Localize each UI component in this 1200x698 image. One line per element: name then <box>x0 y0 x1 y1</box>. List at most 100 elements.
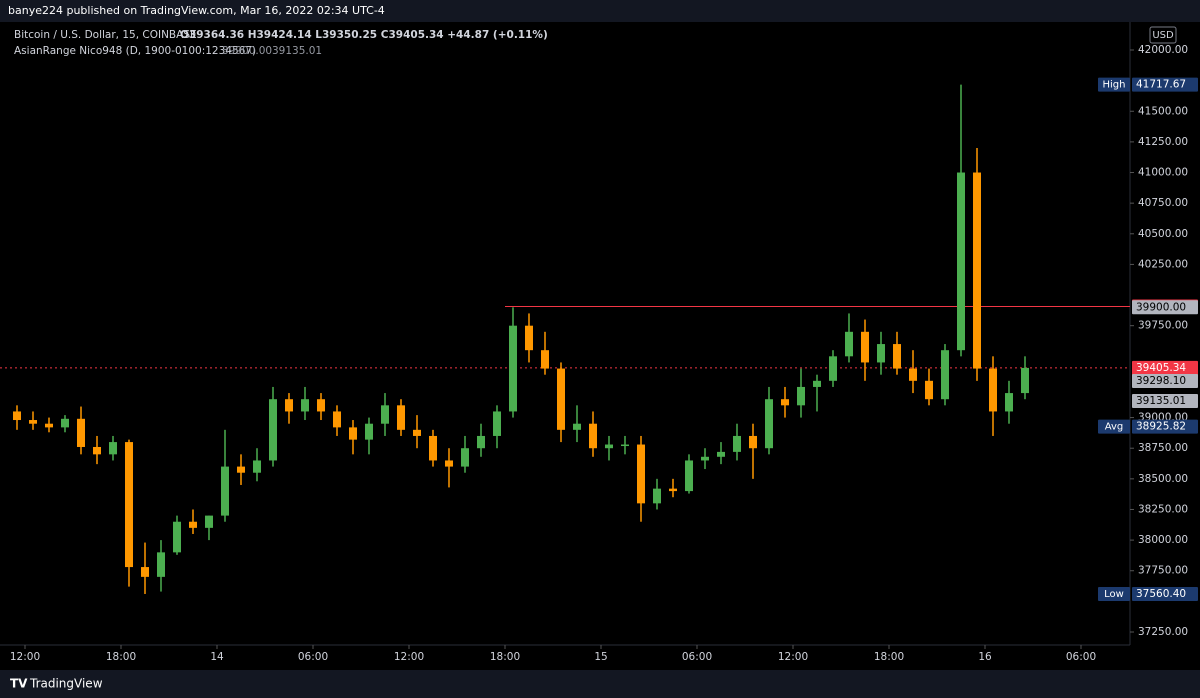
x-tick-label: 16 <box>978 651 992 663</box>
symbol-title: Bitcoin / U.S. Dollar, 15, COINBASE <box>14 29 197 41</box>
y-tick-label: 38500.00 <box>1138 473 1188 485</box>
candle-body <box>813 380 821 387</box>
candle-body <box>829 356 837 381</box>
candle-body <box>365 423 373 440</box>
y-tick-label: 42000.00 <box>1138 44 1188 56</box>
price-label: 41717.67 <box>1136 79 1186 91</box>
y-tick-label: 40500.00 <box>1138 228 1188 240</box>
candle-body <box>173 521 181 553</box>
candle-body <box>461 448 469 467</box>
candle-body <box>493 411 501 436</box>
banner: banye224 published on TradingView.com, M… <box>8 4 385 17</box>
x-tick-label: 14 <box>210 651 224 663</box>
price-label: 39405.34 <box>1136 362 1186 374</box>
candle-body <box>445 460 453 467</box>
banner-bar <box>0 0 1200 22</box>
candle-body <box>29 420 37 424</box>
candle-body <box>557 368 565 430</box>
candle-body <box>909 368 917 381</box>
candle-body <box>45 423 53 428</box>
y-tick-label: 38000.00 <box>1138 534 1188 546</box>
candle-body <box>733 435 741 452</box>
x-tick-label: 15 <box>594 651 607 663</box>
price-label-bg <box>1132 300 1198 315</box>
candle-body <box>845 331 853 357</box>
candle-body <box>333 411 341 428</box>
candle-body <box>669 488 677 492</box>
candle-body <box>877 344 885 363</box>
candle-body <box>685 460 693 492</box>
candle-body <box>477 435 485 449</box>
y-tick-label: 39750.00 <box>1138 320 1188 332</box>
candle-body <box>637 444 645 504</box>
y-tick-label: 40250.00 <box>1138 258 1188 270</box>
price-label-bg <box>1132 374 1198 389</box>
candle-body <box>1005 393 1013 412</box>
candle-body <box>861 331 869 363</box>
price-label: 39135.01 <box>1136 395 1186 407</box>
candle-body <box>989 368 997 412</box>
candle-body <box>957 172 965 351</box>
price-label: 38925.82 <box>1136 421 1186 433</box>
currency-box <box>1149 26 1177 44</box>
candle-body <box>797 386 805 406</box>
candle-body <box>973 172 981 369</box>
candle-body <box>285 399 293 412</box>
logo: TV <box>10 677 28 691</box>
x-tick-label: 06:00 <box>1066 651 1096 663</box>
x-tick-label: 18:00 <box>874 651 904 663</box>
y-tick-label: 41250.00 <box>1138 136 1188 148</box>
price-label-bg <box>1132 77 1198 92</box>
candle-body <box>381 405 389 424</box>
candle-body <box>509 325 517 412</box>
x-tick-label: 12:00 <box>778 651 808 663</box>
candle-body <box>621 444 629 447</box>
candle-body <box>941 350 949 400</box>
candle-body <box>429 435 437 461</box>
price-label-name: High <box>1103 80 1126 91</box>
x-tick-label: 06:00 <box>682 651 712 663</box>
candle-body <box>269 399 277 461</box>
candle-body <box>93 446 101 455</box>
candle-body <box>221 466 229 516</box>
indicator-value: 39135.01 <box>272 45 322 57</box>
candle-body <box>125 442 133 568</box>
candle-body <box>1021 367 1029 394</box>
candle-body <box>301 399 309 412</box>
price-label: 39900.00 <box>1136 301 1186 313</box>
candle-body <box>589 423 597 449</box>
candle-body <box>237 466 245 473</box>
price-label-bg <box>1132 394 1198 409</box>
x-tick-label: 12:00 <box>394 651 424 663</box>
price-label-name-bg <box>1098 419 1130 434</box>
candle-body <box>13 411 21 421</box>
candle-body <box>109 442 117 455</box>
candle-body <box>765 399 773 449</box>
candle-body <box>397 405 405 430</box>
price-label: 39298.10 <box>1136 375 1186 387</box>
candle-body <box>77 418 85 447</box>
price-label-name-bg <box>1098 586 1130 601</box>
candle-body <box>61 418 69 428</box>
candle-body <box>893 344 901 369</box>
price-label: 37560.40 <box>1136 588 1186 600</box>
y-tick-label: 41500.00 <box>1138 105 1188 117</box>
candle-body <box>413 429 421 436</box>
indicator-value: 39900.00 <box>222 45 272 57</box>
y-tick-label: 38750.00 <box>1138 442 1188 454</box>
price-label-name: Avg <box>1105 422 1124 433</box>
candle-body <box>205 515 213 528</box>
x-tick-label: 06:00 <box>298 651 328 663</box>
candle-body <box>701 456 709 461</box>
candle-body <box>925 380 933 400</box>
x-tick-label: 12:00 <box>10 651 40 663</box>
candle-body <box>541 350 549 369</box>
price-label-name-bg <box>1098 77 1130 92</box>
ohlc-header: O39364.36 H39424.14 L39350.25 C39405.34 … <box>180 29 548 41</box>
candle-body <box>317 399 325 412</box>
footer: TradingView <box>29 677 103 691</box>
candle-body <box>141 567 149 577</box>
x-tick-label: 18:00 <box>106 651 136 663</box>
